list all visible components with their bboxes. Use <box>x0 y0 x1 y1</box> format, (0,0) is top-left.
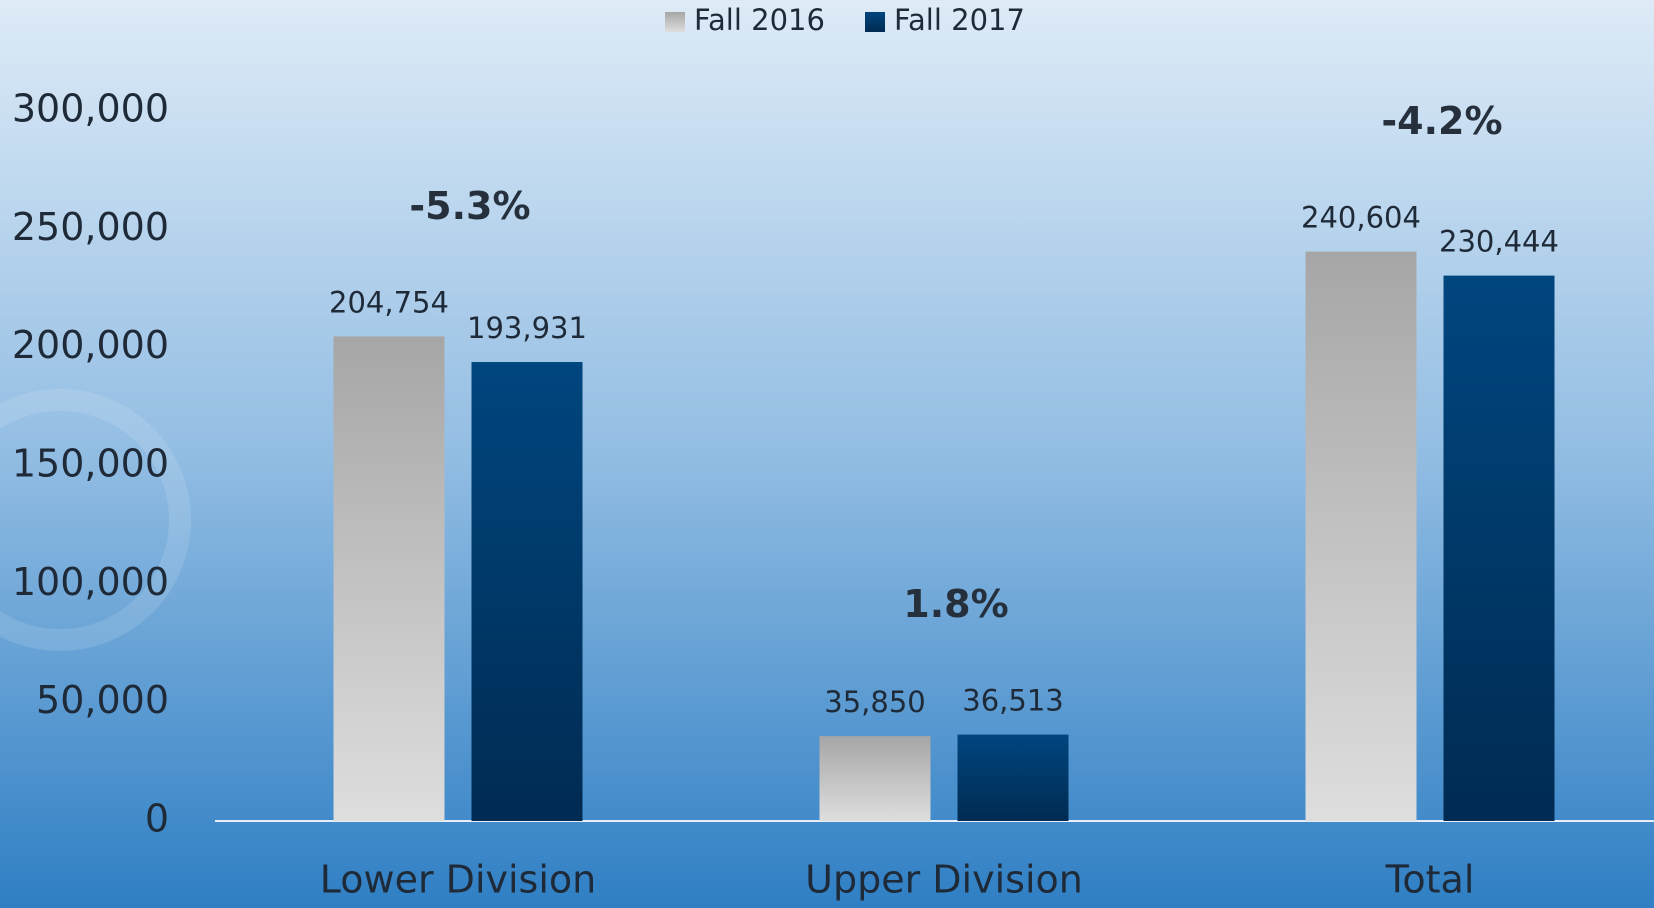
annotation: -5.3% <box>409 184 530 228</box>
bar <box>472 362 583 821</box>
legend-swatch <box>865 12 885 32</box>
legend-label: Fall 2017 <box>894 3 1025 37</box>
value-label: 230,444 <box>1439 225 1559 259</box>
value-label: 240,604 <box>1301 201 1421 235</box>
y-tick-label: 50,000 <box>36 678 169 722</box>
y-tick-label: 250,000 <box>12 205 169 249</box>
x-tick-label: Upper Division <box>805 858 1083 902</box>
y-tick-label: 100,000 <box>12 560 169 604</box>
y-tick-label: 300,000 <box>12 87 169 131</box>
bar <box>1306 252 1417 821</box>
annotation: 1.8% <box>903 582 1008 626</box>
legend-label: Fall 2016 <box>694 3 825 37</box>
y-tick-label: 0 <box>145 797 169 841</box>
x-tick-label: Total <box>1385 858 1475 902</box>
value-label: 204,754 <box>329 285 449 319</box>
legend-swatch <box>665 12 685 32</box>
bar <box>820 736 931 821</box>
chart: 0 50,000 100,000 150,000 200,000 250,000 300,0… <box>0 0 1654 908</box>
bar <box>958 735 1069 821</box>
bar <box>334 336 445 821</box>
x-tick-label: Lower Division <box>320 858 596 902</box>
value-label: 35,850 <box>824 685 925 719</box>
y-tick-label: 150,000 <box>12 442 169 486</box>
annotation: -4.2% <box>1381 99 1502 143</box>
value-label: 193,931 <box>467 311 587 345</box>
y-tick-label: 200,000 <box>12 323 169 367</box>
value-label: 36,513 <box>962 684 1063 718</box>
bar <box>1444 276 1555 821</box>
